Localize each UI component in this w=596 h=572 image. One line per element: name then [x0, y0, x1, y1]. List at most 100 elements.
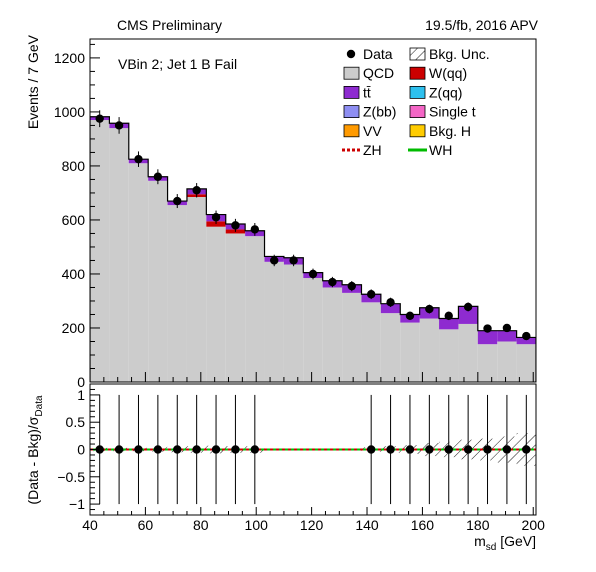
legend-label: W(qq)	[429, 65, 467, 81]
x-tick-label: 40	[82, 517, 98, 533]
legend-swatch	[343, 105, 360, 118]
main-panel: 0 200 400 600 800 1000 1200 VBin 2; Jet 1 B Fa…	[25, 34, 537, 390]
y-tick-label: 800	[62, 158, 86, 174]
bar	[109, 128, 129, 382]
bar	[186, 196, 207, 382]
y-tick-label: 1200	[54, 50, 85, 66]
pull-point	[405, 445, 415, 454]
data-series	[95, 110, 531, 341]
main-frame	[89, 38, 537, 383]
legend-swatch	[343, 124, 360, 138]
pull-point	[114, 445, 124, 454]
legend-label: Bkg. Unc.	[429, 46, 490, 62]
pull-point	[425, 445, 434, 454]
pull-y-tick-label: −0.5	[57, 469, 85, 485]
bar	[439, 318, 459, 330]
x-tick-label: 120	[300, 517, 324, 533]
x-tick-label: 200	[522, 517, 546, 533]
y-tick-label: 400	[62, 266, 86, 282]
pull-point	[211, 445, 221, 454]
legend-swatch	[343, 66, 360, 80]
pull-point	[153, 445, 163, 454]
bar	[400, 322, 420, 382]
legend-item: QCD	[343, 65, 394, 81]
pull-point	[231, 445, 240, 454]
bar	[477, 344, 498, 382]
legend-label: Data	[363, 46, 393, 62]
legend-item: VV	[343, 123, 382, 139]
bar	[458, 306, 478, 324]
data-point	[173, 196, 182, 206]
pull-point	[366, 445, 376, 454]
legend-item: Z(bb)	[343, 104, 396, 120]
bar	[516, 344, 536, 382]
legend-swatch	[409, 105, 426, 118]
bar	[206, 226, 226, 382]
data-point	[250, 225, 260, 234]
bar	[303, 278, 323, 382]
legend-label: Bkg. H	[429, 123, 471, 139]
pull-point	[386, 445, 395, 454]
pull-point	[483, 445, 492, 454]
legend-label: tt̄	[363, 84, 371, 100]
legend-item: Z(qq)	[409, 84, 462, 100]
pull-point	[463, 445, 473, 454]
legend-item: Bkg. H	[409, 123, 471, 139]
legend-label: ZH	[363, 142, 382, 158]
data-point	[270, 256, 279, 265]
lumi-label: 19.5/fb, 2016 APV	[425, 17, 539, 33]
pull-point	[522, 445, 531, 454]
bar	[128, 163, 149, 382]
legend-label: Single t	[429, 104, 476, 120]
data-point	[289, 256, 298, 265]
legend-swatch	[343, 86, 360, 99]
data-point	[502, 323, 512, 333]
pull-y-tick-label: −1	[69, 496, 85, 512]
bar	[206, 221, 226, 227]
bar	[458, 323, 478, 382]
pull-y-tick-label: 0.5	[66, 414, 86, 430]
data-point	[366, 290, 376, 299]
bar	[497, 330, 517, 342]
data-point	[231, 221, 240, 230]
legend-label: VV	[363, 123, 382, 139]
data-point	[425, 304, 434, 314]
legend-label: Z(bb)	[363, 104, 396, 120]
pull-point	[502, 445, 512, 454]
data-point	[483, 324, 492, 333]
data-point	[114, 121, 124, 130]
data-point	[95, 114, 104, 123]
y-tick-label: 200	[62, 320, 86, 336]
bar	[264, 261, 284, 382]
x-tick-label: 60	[138, 517, 154, 533]
data-point	[211, 213, 221, 222]
data-point	[347, 281, 356, 291]
legend-item: Data	[346, 46, 393, 62]
data-point	[522, 331, 531, 341]
x-tick-label: 80	[193, 517, 209, 533]
bar	[167, 205, 187, 382]
data-point	[153, 172, 163, 181]
x-tick-label: 100	[245, 517, 269, 533]
legend-item: tt̄	[343, 84, 371, 100]
legend-swatch	[346, 49, 356, 59]
y-tick-label: 0	[77, 374, 85, 390]
legend: Data Bkg. Unc. QCD W(qq) tt̄ Z(qq) Z(bb) Single…	[342, 46, 490, 158]
bar	[516, 337, 536, 345]
y-tick-label: 600	[62, 212, 86, 228]
pull-point	[134, 445, 143, 454]
legend-label: QCD	[363, 65, 394, 81]
bar	[380, 313, 401, 382]
x-tick-label: 140	[355, 517, 379, 533]
legend-label: WH	[429, 142, 452, 158]
legend-label: Z(qq)	[429, 84, 462, 100]
data-point	[328, 277, 337, 287]
pull-point	[192, 445, 201, 454]
main-axes: 0 200 400 600 800 1000 1200	[54, 43, 534, 390]
legend-item: ZH	[342, 142, 382, 158]
pull-plot	[90, 394, 536, 505]
series-qcd	[90, 120, 536, 382]
pull-point	[444, 445, 453, 454]
